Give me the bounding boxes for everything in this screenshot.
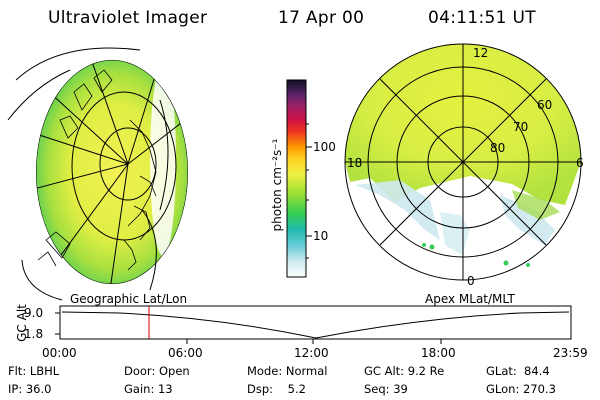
- instrument-title: Ultraviolet Imager: [48, 8, 208, 28]
- filter-info: Flt: LBHL: [8, 364, 60, 378]
- mlat-label-60: 60: [537, 98, 553, 112]
- time-tick-1200: 12:00: [294, 346, 329, 360]
- glon-info: GLon: 270.3: [486, 382, 556, 396]
- colorbar-unit-label: photon cm⁻²s⁻¹: [270, 138, 284, 232]
- date-label: 17 Apr 00: [278, 8, 365, 28]
- earth-image: [7, 47, 188, 301]
- polar-plot: [344, 43, 582, 281]
- gain-info: Gain: 13: [124, 382, 173, 396]
- gc-alt-info: GC Alt: 9.2 Re: [364, 364, 445, 378]
- mlat-label-80: 80: [490, 141, 506, 155]
- seq-info: Seq: 39: [364, 382, 408, 396]
- time-label: 04:11:51 UT: [428, 8, 536, 28]
- time-tick-0000: 00:00: [42, 346, 77, 360]
- mlt-label-6: 6: [576, 156, 584, 170]
- door-info: Door: Open: [124, 364, 190, 378]
- apex-caption: Apex MLat/MLT: [425, 292, 515, 306]
- colorbar-tick-100: 100: [313, 140, 336, 154]
- mode-info: Mode: Normal: [247, 364, 328, 378]
- mlt-label-12: 12: [473, 46, 489, 60]
- colorbar: [286, 79, 312, 278]
- ip-info: IP: 36.0: [8, 382, 52, 396]
- mlt-label-0: 0: [467, 274, 475, 288]
- altitude-panel: [55, 305, 572, 344]
- mlt-label-18: 18: [347, 156, 363, 170]
- time-tick-1800: 18:00: [421, 346, 456, 360]
- glat-info: GLat: 84.4: [486, 364, 550, 378]
- time-tick-2359: 23:59: [553, 346, 588, 360]
- colorbar-tick-10: 10: [313, 229, 329, 243]
- altitude-ytick-1-8: 1.8: [24, 327, 44, 341]
- mlat-label-70: 70: [513, 120, 529, 134]
- altitude-ytick-9: 9.0: [24, 306, 44, 320]
- time-tick-0600: 06:00: [168, 346, 203, 360]
- dsp-info: Dsp: 5.2: [247, 382, 306, 396]
- geographic-caption: Geographic Lat/Lon: [70, 292, 188, 306]
